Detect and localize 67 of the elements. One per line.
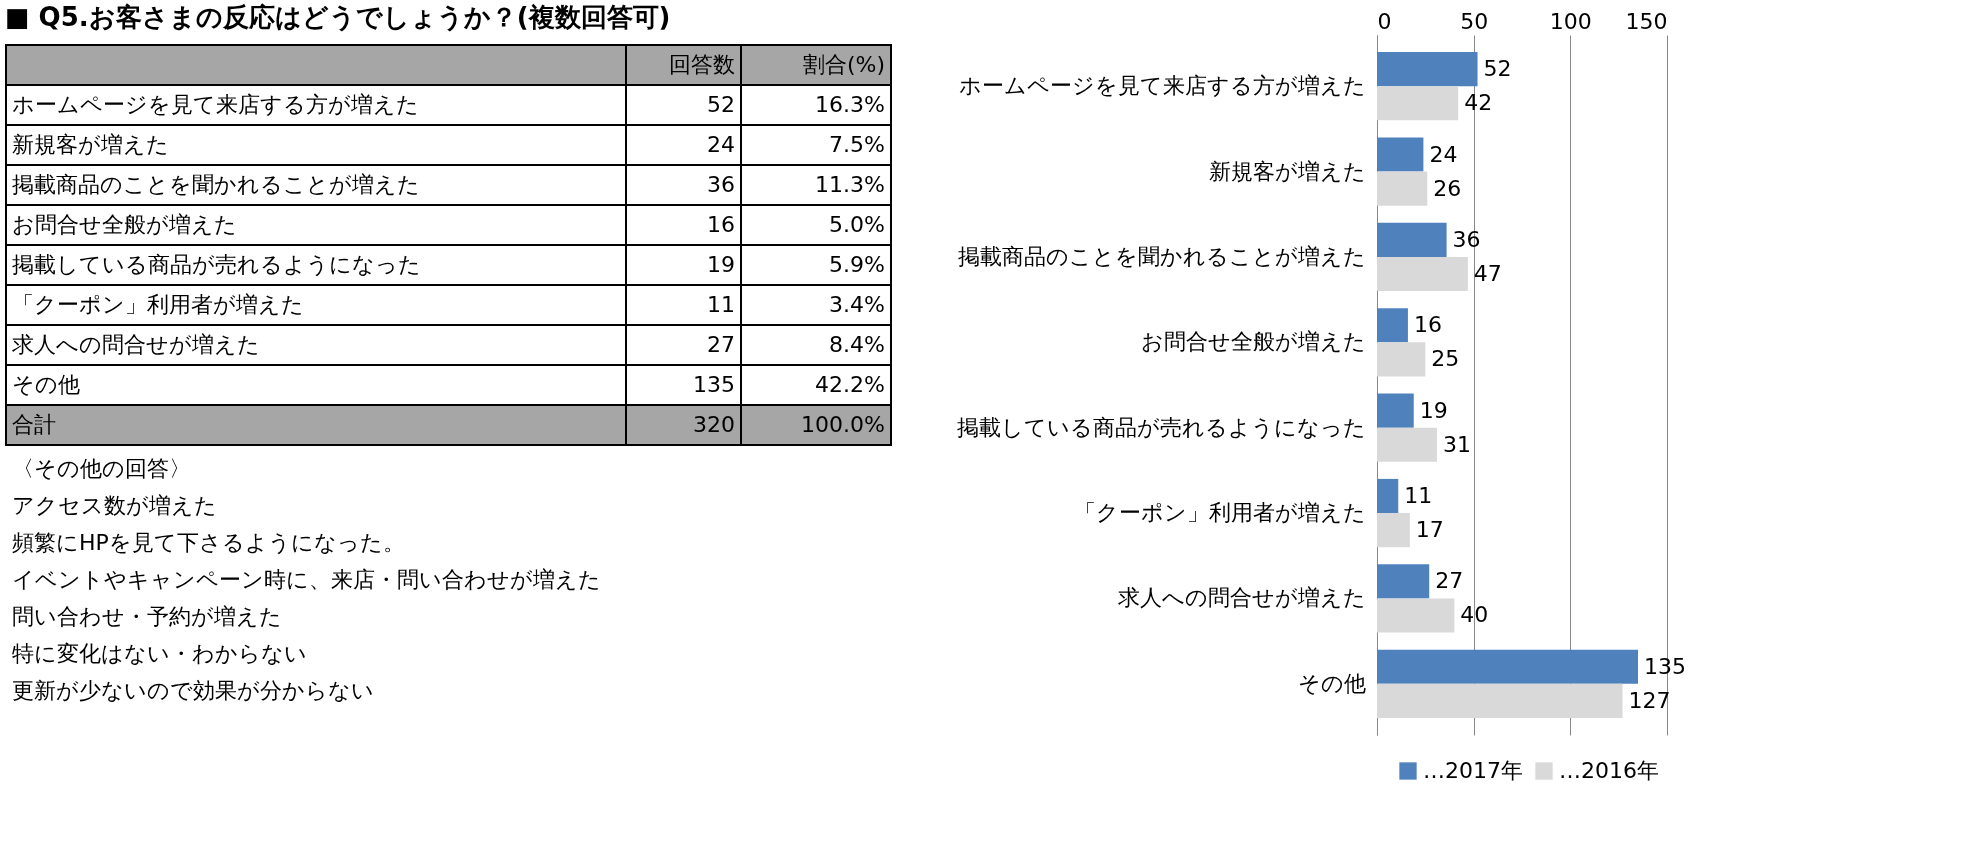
x-tick-label: 0	[1377, 8, 1392, 34]
data-label: 127	[1628, 687, 1671, 713]
data-label: 42.2%	[815, 372, 885, 397]
category-label: ホームページを見て来店する方が増えた	[12, 92, 419, 117]
text: 特に変化はない・わからない	[12, 641, 307, 666]
legend-label: …2016年	[1559, 758, 1659, 783]
data-label: 19	[1419, 397, 1448, 423]
data-label: 40	[1460, 602, 1489, 628]
category-label: 合計	[12, 412, 56, 437]
data-label: 11	[1404, 482, 1433, 508]
data-label: 11	[707, 292, 735, 317]
data-label: 25	[1431, 346, 1460, 372]
category-label: お問合せ全般が増えた	[12, 212, 237, 237]
y-tick-label: その他	[1297, 670, 1366, 696]
text: 回答数	[669, 52, 735, 77]
data-label: 47	[1473, 261, 1502, 287]
y-tick-label: 掲載商品のことを聞かれることが増えた	[957, 243, 1366, 269]
data-label: 5.9%	[829, 252, 885, 277]
data-label: 16	[707, 212, 735, 237]
text: 頻繁にHPを見て下さるようになった。	[12, 530, 405, 555]
category-label: 掲載している商品が売れるようになった	[12, 252, 421, 277]
y-tick-label: 新規客が増えた	[1208, 158, 1366, 184]
y-tick-label: お問合せ全般が増えた	[1140, 329, 1366, 355]
data-label: 16	[1413, 312, 1442, 338]
category-label: その他	[12, 372, 80, 397]
category-label: 「クーポン」利用者が増えた	[12, 292, 304, 317]
data-label: 36	[1452, 226, 1481, 252]
data-label: 16.3%	[815, 92, 885, 117]
text: 〈その他の回答〉	[12, 456, 191, 481]
data-label: 135	[1644, 653, 1686, 679]
category-label: 求人への問合せが増えた	[12, 332, 260, 357]
x-tick-label: 50	[1460, 8, 1489, 34]
data-label: 17	[1415, 517, 1444, 543]
data-label: 100.0%	[801, 412, 885, 437]
data-label: 11.3%	[815, 172, 885, 197]
y-tick-label: 求人への問合せが増えた	[1117, 585, 1366, 611]
data-label: 7.5%	[829, 132, 885, 157]
data-label: 52	[707, 92, 735, 117]
data-label: 24	[1429, 141, 1458, 167]
data-label: 320	[693, 412, 735, 437]
data-label: 5.0%	[829, 212, 885, 237]
data-label: 27	[1435, 568, 1464, 594]
category-label: 新規客が増えた	[12, 132, 169, 157]
category-label: 掲載商品のことを聞かれることが増えた	[12, 172, 420, 197]
text: 更新が少ないので効果が分からない	[12, 678, 374, 703]
data-label: 26	[1433, 175, 1462, 201]
data-label: 24	[707, 132, 735, 157]
data-label: 36	[707, 172, 735, 197]
text: イベントやキャンペーン時に、来店・問い合わせが増えた	[12, 567, 601, 592]
text: 問い合わせ・予約が増えた	[12, 604, 282, 629]
y-tick-label: ホームページを見て来店する方が増えた	[958, 73, 1366, 99]
y-tick-label: 「クーポン」利用者が増えた	[1073, 500, 1366, 526]
legend-label: …2017年	[1423, 758, 1523, 783]
data-label: 3.4%	[829, 292, 885, 317]
data-label: 42	[1464, 90, 1493, 116]
data-label: 135	[693, 372, 735, 397]
data-label: 8.4%	[829, 332, 885, 357]
text: ■ Q5.お客さまの反応はどうでしょうか？(複数回答可)	[5, 2, 671, 32]
data-label: 52	[1483, 56, 1512, 82]
x-tick-label: 100	[1549, 8, 1592, 34]
y-tick-label: 掲載している商品が売れるようになった	[956, 414, 1366, 440]
x-tick-label: 150	[1625, 8, 1668, 34]
series-label: 割合(%)	[802, 52, 885, 77]
data-label: 19	[707, 252, 735, 277]
data-label: 31	[1442, 431, 1471, 457]
text: アクセス数が増えた	[12, 493, 217, 518]
data-label: 27	[707, 332, 735, 357]
